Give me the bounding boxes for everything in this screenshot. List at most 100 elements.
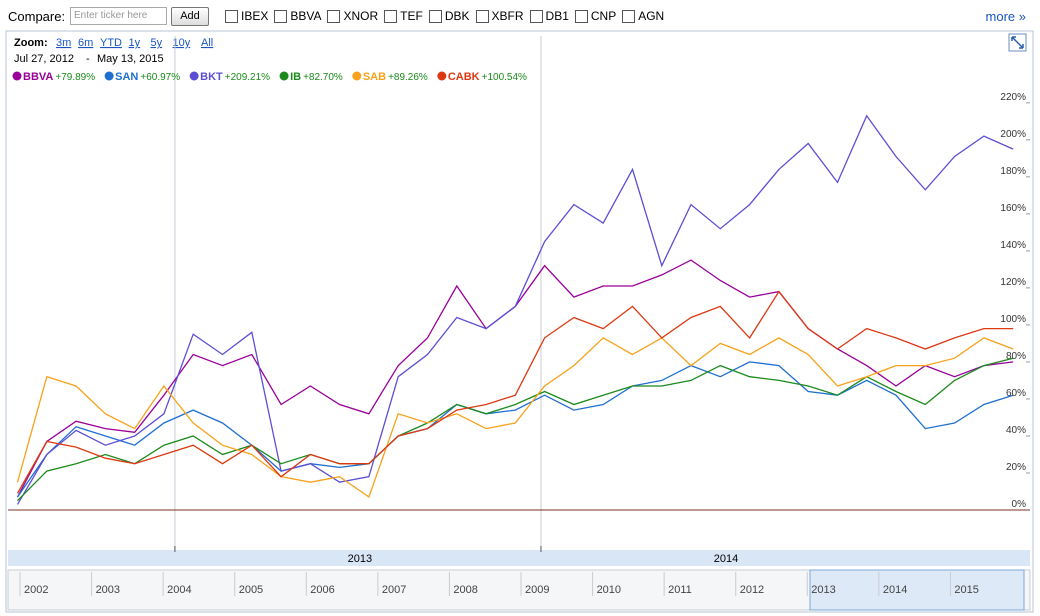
legend-change: +79.89% (55, 72, 95, 83)
zoom-option[interactable]: YTD (100, 37, 122, 49)
y-tick-label: 0% (1012, 499, 1027, 510)
date-end: May 13, 2015 (97, 53, 164, 65)
checkbox-label: CNP (590, 9, 617, 23)
ticker-input[interactable]: Enter ticker here (70, 7, 167, 25)
zoom-option[interactable]: 5y (151, 37, 163, 49)
y-tick-label: 160% (1000, 203, 1026, 214)
navigator-year: 2014 (883, 584, 907, 596)
legend-change: +60.97% (140, 72, 180, 83)
zoom-option[interactable]: 1y (129, 37, 141, 49)
compare-checkbox[interactable]: DBK (428, 9, 470, 23)
checkbox-box[interactable] (327, 9, 341, 23)
checkbox-box[interactable] (574, 9, 588, 23)
toolbar: Compare: Enter ticker here Add IBEX BBVA X… (0, 0, 1040, 32)
series-line (16, 337, 1014, 499)
y-tick-label: 60% (1006, 388, 1026, 399)
checkbox-label: IBEX (241, 9, 269, 23)
zoom-option[interactable]: 10y (173, 37, 191, 49)
checkbox-label: XNOR (343, 9, 379, 23)
navigator-year: 2013 (811, 584, 835, 596)
date-separator: - (86, 53, 90, 65)
date-start: Jul 27, 2012 (14, 53, 74, 65)
series-line (16, 290, 1014, 494)
compare-checkbox[interactable]: AGN (622, 9, 664, 23)
more-link[interactable]: more » (985, 9, 1026, 24)
legend-dot (189, 71, 199, 81)
x-axis-band (8, 550, 1030, 566)
checkbox-list: IBEX BBVA XNOR TEF DBK XBFR DB1 CNP AGN (225, 9, 670, 23)
legend-dot (437, 71, 447, 81)
legend-change: +82.70% (303, 72, 343, 83)
compare-checkbox[interactable]: DB1 (529, 9, 569, 23)
compare-checkbox[interactable]: IBEX (225, 9, 268, 23)
add-button[interactable]: Add (171, 7, 209, 26)
legend-name: SAB (363, 71, 386, 83)
y-tick-label: 220% (1000, 92, 1026, 103)
legend-dot (352, 71, 362, 81)
compare-checkbox[interactable]: XNOR (327, 9, 378, 23)
checkbox-box[interactable] (274, 9, 288, 23)
legend-change: +209.21% (225, 72, 270, 83)
zoom-label: Zoom: (14, 37, 48, 49)
navigator-year: 2015 (954, 584, 978, 596)
checkbox-box[interactable] (225, 9, 238, 23)
y-tick-label: 200% (1000, 129, 1026, 140)
navigator-year: 2010 (597, 584, 621, 596)
series-line (16, 114, 1014, 505)
compare-label: Compare: (8, 9, 66, 24)
checkbox-label: AGN (638, 9, 665, 23)
legend-dot (12, 71, 22, 81)
checkbox-box[interactable] (475, 9, 489, 23)
compare-checkbox[interactable]: BBVA (274, 9, 321, 23)
navigator-window[interactable] (809, 569, 1025, 611)
legend-dot (104, 71, 114, 81)
y-tick-label: 120% (1000, 277, 1026, 288)
zoom-option[interactable]: 6m (78, 37, 93, 49)
x-tick-label: 2013 (348, 553, 372, 565)
navigator-year: 2008 (453, 584, 477, 596)
legend-name: BBVA (23, 71, 53, 83)
zoom-option[interactable]: All (201, 37, 213, 49)
navigator-year: 2009 (525, 584, 549, 596)
x-tick-label: 2014 (714, 553, 738, 565)
navigator-year: 2004 (167, 584, 191, 596)
checkbox-box[interactable] (529, 9, 543, 23)
y-tick-label: 20% (1006, 462, 1026, 473)
navigator-year: 2011 (668, 584, 692, 596)
legend-change: +100.54% (482, 72, 527, 83)
checkbox-box[interactable] (622, 9, 636, 23)
navigator-year: 2003 (96, 584, 120, 596)
checkbox-label: DBK (444, 9, 470, 23)
y-tick-label: 140% (1000, 240, 1026, 251)
checkbox-box[interactable] (428, 9, 442, 23)
zoom-option[interactable]: 3m (56, 37, 71, 49)
chart-frame (5, 30, 1034, 613)
checkbox-label: DB1 (545, 9, 569, 23)
navigator-year: 2006 (310, 584, 334, 596)
fullscreen-icon (1011, 36, 1024, 49)
legend-name: CABK (448, 71, 480, 83)
legend-name: IB (290, 71, 301, 83)
legend-change: +89.26% (388, 72, 428, 83)
navigator-year: 2007 (382, 584, 406, 596)
checkbox-label: XBFR (491, 9, 524, 23)
compare-checkbox[interactable]: TEF (384, 9, 423, 23)
checkbox-label: BBVA (290, 9, 322, 23)
y-tick-label: 80% (1006, 351, 1026, 362)
compare-checkbox[interactable]: XBFR (475, 9, 524, 23)
legend-name: BKT (200, 71, 223, 83)
navigator-year: 2012 (740, 584, 764, 596)
series-line (17, 357, 1014, 502)
legend-name: SAN (115, 71, 138, 83)
checkbox-label: TEF (400, 9, 423, 23)
legend-dot (279, 71, 289, 81)
y-tick-label: 180% (1000, 166, 1026, 177)
series-line (16, 361, 1014, 498)
checkbox-box[interactable] (384, 9, 398, 23)
y-tick-label: 40% (1006, 425, 1026, 436)
navigator-year: 2002 (24, 584, 48, 596)
compare-checkbox[interactable]: CNP (574, 9, 617, 23)
navigator-year: 2005 (239, 584, 263, 596)
